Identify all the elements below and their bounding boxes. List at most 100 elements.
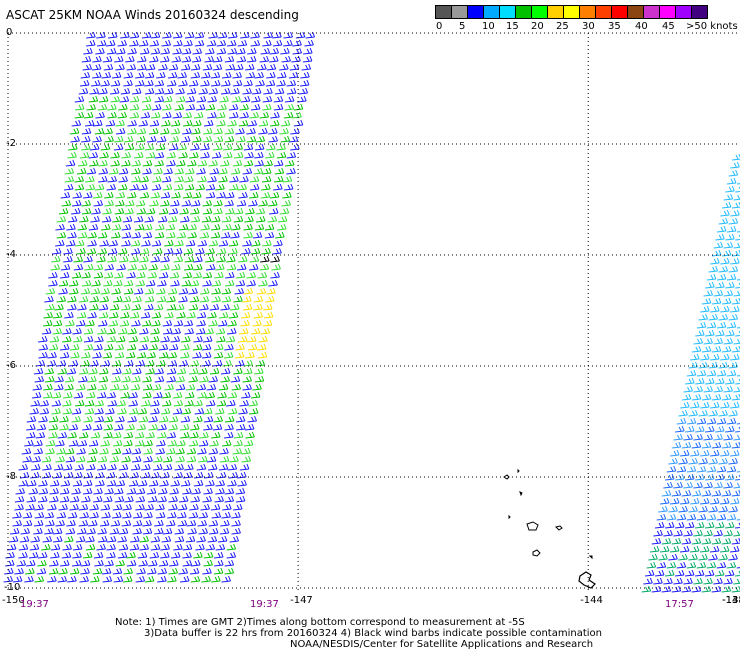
wind-barb (146, 487, 157, 495)
wind-barb (665, 473, 675, 481)
wind-barb (678, 457, 688, 465)
wind-barb (651, 537, 662, 545)
wind-barb (180, 215, 190, 223)
wind-barb (696, 369, 707, 377)
wind-barb (168, 415, 179, 423)
wind-barb (202, 279, 212, 287)
wind-barb (205, 191, 216, 199)
wind-barb (88, 519, 98, 527)
wind-barb (136, 127, 147, 135)
wind-barb (183, 175, 194, 183)
wind-barb (48, 343, 59, 351)
wind-barb (82, 423, 92, 431)
wind-barb (708, 265, 719, 273)
wind-barb (227, 479, 237, 487)
wind-barb (711, 393, 722, 401)
wind-barb (115, 559, 125, 567)
wind-barb (710, 305, 720, 313)
wind-barb (730, 449, 740, 457)
wind-barb (218, 239, 229, 247)
lat-lon-grid (7, 32, 738, 590)
wind-barb (219, 527, 230, 535)
wind-barb (203, 119, 214, 127)
wind-barb (198, 87, 208, 95)
wind-barb (82, 63, 93, 71)
wind-barb (238, 255, 248, 263)
wind-barb (683, 433, 693, 441)
wind-barb (160, 551, 170, 559)
wind-barb (231, 383, 242, 391)
wind-barb (69, 343, 80, 351)
wind-barb (115, 191, 126, 199)
wind-barb (168, 567, 178, 575)
wind-barb (142, 103, 152, 111)
wind-barb (168, 207, 179, 215)
wind-barb (205, 263, 216, 271)
wind-barb (208, 375, 218, 383)
longitude-label: -150 (2, 595, 25, 606)
wind-barb (196, 535, 206, 543)
wind-barb (254, 143, 265, 151)
wind-barb (190, 143, 200, 151)
wind-barb (154, 159, 165, 167)
wind-barb (229, 111, 239, 119)
wind-barb (206, 383, 217, 391)
wind-barb (131, 455, 142, 463)
wind-barb (685, 473, 695, 481)
wind-barb (105, 471, 116, 479)
wind-barb (27, 479, 37, 487)
wind-barb (81, 279, 92, 287)
wind-barb (280, 119, 291, 127)
wind-barb (236, 423, 246, 431)
wind-barb (186, 311, 196, 319)
wind-barb (716, 321, 727, 329)
wind-barb (34, 503, 44, 511)
wind-barb (177, 143, 187, 151)
wind-barb (175, 455, 185, 463)
wind-barb (254, 159, 264, 167)
wind-barb (213, 351, 224, 359)
wind-barb (656, 561, 667, 569)
wind-barb (162, 527, 173, 535)
wind-barb (233, 503, 243, 511)
wind-barb (178, 495, 189, 503)
wind-barb (60, 559, 70, 567)
wind-barb (238, 407, 248, 415)
wind-barb (190, 423, 200, 431)
wind-barb (733, 434, 740, 441)
wind-barb (721, 345, 732, 353)
wind-barb (694, 521, 705, 529)
wind-barb (728, 313, 739, 321)
wind-barb (267, 215, 278, 223)
wind-barb (156, 439, 166, 447)
wind-barb (81, 199, 91, 207)
wind-barb (125, 351, 136, 359)
wind-barb (239, 463, 250, 471)
wind-barb (224, 495, 235, 503)
wind-barb (663, 529, 673, 537)
wind-barb (77, 527, 87, 535)
wind-barb (104, 199, 114, 207)
wind-barb (114, 487, 124, 495)
wind-barb (226, 551, 237, 559)
wind-barb (225, 63, 236, 71)
wind-barb (168, 423, 178, 431)
wind-barb (177, 503, 188, 511)
wind-barb (716, 225, 727, 233)
wind-barb (182, 487, 192, 495)
wind-barb (237, 183, 247, 191)
wind-barb (693, 481, 703, 489)
wind-barb (696, 513, 707, 521)
wind-barb (76, 167, 87, 175)
wind-barb (110, 519, 121, 527)
wind-barb (245, 207, 255, 215)
wind-barb (74, 463, 85, 471)
wind-barb (158, 343, 169, 351)
wind-barb (257, 351, 268, 359)
wind-barb (85, 319, 95, 327)
wind-barb (233, 215, 244, 223)
wind-barb (89, 359, 99, 367)
wind-barb (76, 447, 86, 455)
wind-barb (239, 103, 249, 111)
wind-barb (193, 471, 204, 479)
